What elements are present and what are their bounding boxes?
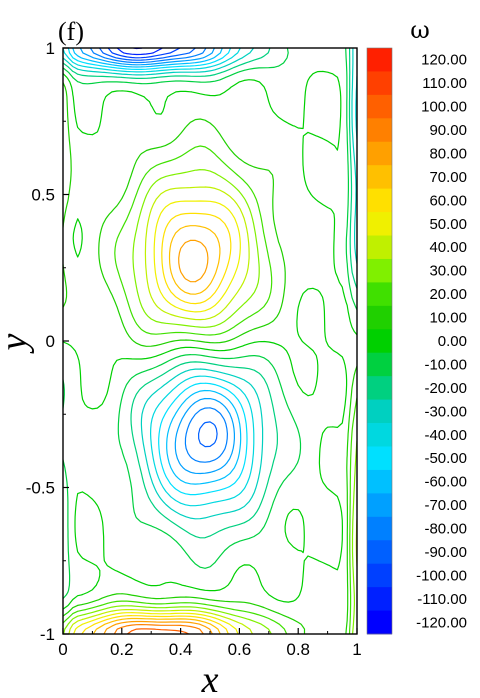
- colorbar-level-label: 30.00: [429, 263, 467, 280]
- contour-line: [113, 624, 204, 634]
- colorbar-level-label: -10.00: [424, 356, 467, 373]
- colorbar-swatch: [367, 399, 392, 424]
- colorbar-level-label: 100.00: [421, 99, 467, 116]
- y-tick-label: 0: [46, 332, 55, 351]
- colorbar: 120.00 110.00 100.00 90.00 80.00 70.00 60.00 50…: [366, 47, 467, 635]
- plot-frame: [62, 47, 358, 635]
- y-tick-label: -0.5: [26, 479, 55, 498]
- colorbar-swatch: [367, 94, 392, 119]
- colorbar-swatch: [367, 118, 392, 143]
- colorbar-swatch: [367, 516, 392, 541]
- contour-line: [63, 48, 357, 507]
- colorbar-swatch: [367, 540, 392, 565]
- colorbar-swatch: [367, 329, 392, 354]
- contour-line: [63, 169, 357, 634]
- contour-line: [89, 48, 228, 463]
- colorbar-level-label: 0.00: [438, 333, 467, 350]
- contour-line: [79, 48, 235, 475]
- x-tick-label: 0: [58, 640, 67, 659]
- contour-lines: [63, 48, 357, 634]
- colorbar-level-label: -90.00: [424, 544, 467, 561]
- colorbar-swatch: [367, 212, 392, 236]
- x-tick-label: 0.6: [228, 640, 252, 659]
- colorbar-frame: [366, 47, 393, 635]
- x-tick-label: 0.4: [169, 640, 193, 659]
- colorbar-level-label: 10.00: [429, 310, 467, 327]
- colorbar-level-label: -30.00: [424, 403, 467, 420]
- colorbar-level-label: -110.00: [417, 591, 467, 608]
- colorbar-level-label: -50.00: [424, 450, 467, 467]
- colorbar-level-label: -70.00: [424, 497, 467, 514]
- x-tick-label: 0.8: [286, 640, 310, 659]
- contour-line: [63, 70, 357, 610]
- colorbar-swatch: [367, 48, 392, 72]
- colorbar-level-label: 90.00: [429, 122, 467, 139]
- colorbar-swatch: [367, 258, 392, 283]
- y-tick-label: 1: [46, 39, 55, 58]
- colorbar-level-label: 50.00: [429, 216, 467, 233]
- panel-label: (f): [58, 17, 84, 46]
- colorbar-swatch: [367, 446, 392, 471]
- colorbar-swatch: [367, 376, 392, 400]
- colorbar-level-label: -20.00: [424, 380, 467, 397]
- colorbar-swatch: [367, 610, 392, 635]
- y-tick-label: 0.5: [31, 186, 55, 205]
- x-tick-label: 0.2: [110, 640, 134, 659]
- contour-line: [103, 239, 213, 634]
- contour-line: [67, 48, 248, 496]
- contour-line: [98, 48, 218, 448]
- colorbar-swatch: [367, 282, 392, 307]
- colorbar-swatch: [367, 165, 392, 190]
- colorbar-level-label: 40.00: [429, 239, 467, 256]
- colorbar-swatch: [367, 188, 392, 213]
- x-tick-label: 1: [352, 640, 361, 659]
- colorbar-level-label: -100.00: [416, 567, 467, 584]
- colorbar-level-label: 80.00: [429, 145, 467, 162]
- contour-line: [92, 225, 221, 634]
- y-tick-label: -1: [40, 625, 55, 644]
- contour-line: [63, 48, 357, 539]
- contour-line: [126, 628, 190, 634]
- colorbar-swatch: [367, 235, 392, 260]
- colorbar-swatch: [367, 352, 392, 377]
- colorbar-swatch: [367, 305, 392, 330]
- contour-line: [116, 48, 163, 56]
- colorbar-level-label: -80.00: [424, 521, 467, 538]
- colorbar-swatch: [367, 469, 392, 494]
- y-axis-label: y: [0, 333, 35, 354]
- colorbar-swatch: [367, 141, 392, 166]
- contour-line: [63, 145, 357, 634]
- contour-line: [63, 81, 357, 634]
- colorbar-level-label: 120.00: [421, 52, 467, 69]
- colorbar-level-label: -120.00: [416, 614, 467, 631]
- contour-line: [107, 48, 181, 59]
- colorbar-level-label: -60.00: [424, 474, 467, 491]
- colorbar-level-label: 70.00: [429, 169, 467, 186]
- colorbar-level-label: -40.00: [424, 427, 467, 444]
- x-axis-label: x: [201, 659, 219, 698]
- contour-line: [68, 186, 357, 634]
- contour-line: [63, 48, 357, 600]
- contour-line: [73, 200, 241, 634]
- colorbar-swatch: [367, 563, 392, 588]
- colorbar-level-label: 110.00: [422, 75, 467, 92]
- colorbar-swatch: [367, 71, 392, 96]
- contour-line: [72, 48, 242, 485]
- colorbar-title: ω: [410, 16, 430, 44]
- colorbar-swatch: [367, 493, 392, 518]
- x-axis-ticks: 0 0.2 0.4 0.6 0.8 1: [58, 628, 362, 659]
- colorbar-swatch: [367, 587, 392, 611]
- colorbar-level-label: 60.00: [429, 192, 467, 209]
- colorbar-swatch: [367, 423, 392, 447]
- colorbar-level-label: 20.00: [429, 286, 467, 303]
- y-axis-ticks: 1 0.5 0 -0.5 -1: [26, 39, 69, 644]
- contour-line: [63, 48, 357, 520]
